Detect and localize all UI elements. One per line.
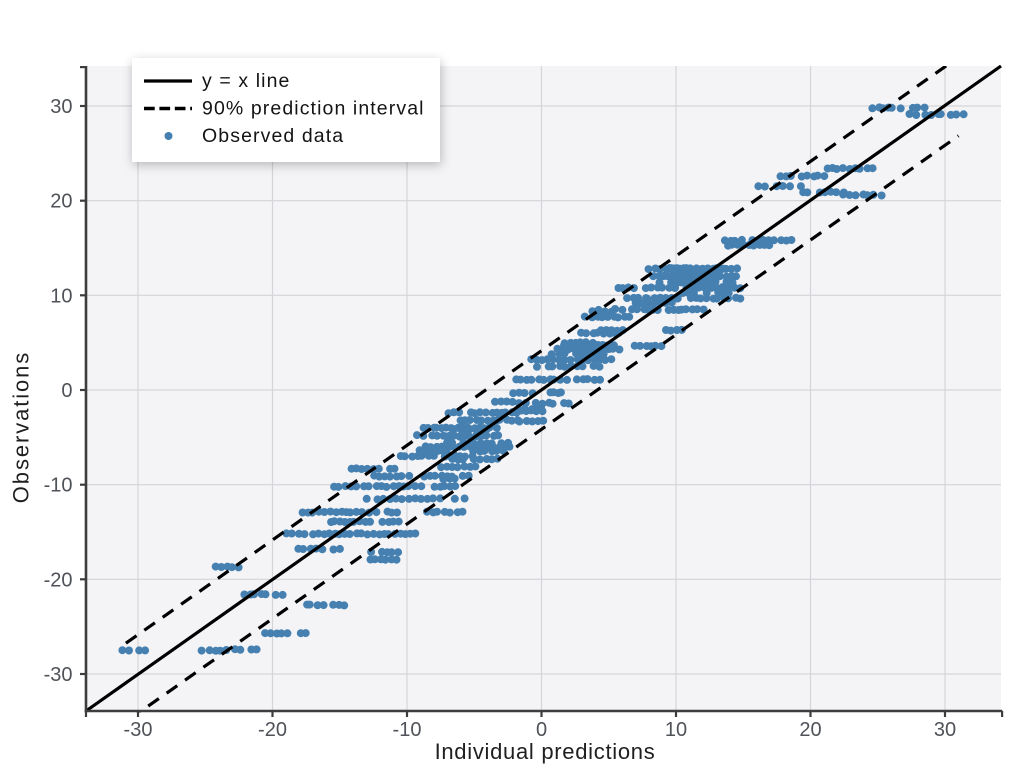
svg-text:30: 30 bbox=[50, 96, 72, 118]
svg-text:-10: -10 bbox=[393, 719, 422, 741]
svg-text:y = x line: y = x line bbox=[202, 70, 291, 92]
svg-text:30: 30 bbox=[934, 719, 956, 741]
svg-text:10: 10 bbox=[50, 285, 72, 307]
svg-text:20: 20 bbox=[50, 191, 72, 213]
svg-text:-20: -20 bbox=[44, 569, 73, 591]
svg-text:20: 20 bbox=[799, 719, 821, 741]
svg-text:10: 10 bbox=[665, 719, 687, 741]
svg-text:-10: -10 bbox=[44, 475, 73, 497]
svg-text:Individual predictions: Individual predictions bbox=[435, 739, 656, 764]
svg-text:Observed data: Observed data bbox=[202, 125, 344, 147]
svg-text:-30: -30 bbox=[124, 719, 153, 741]
svg-text:0: 0 bbox=[61, 380, 72, 402]
svg-text:-20: -20 bbox=[258, 719, 287, 741]
svg-text:-30: -30 bbox=[44, 664, 73, 686]
svg-text:0: 0 bbox=[536, 719, 547, 741]
svg-text:Observations: Observations bbox=[9, 351, 34, 503]
svg-text:90% prediction interval: 90% prediction interval bbox=[202, 98, 425, 120]
